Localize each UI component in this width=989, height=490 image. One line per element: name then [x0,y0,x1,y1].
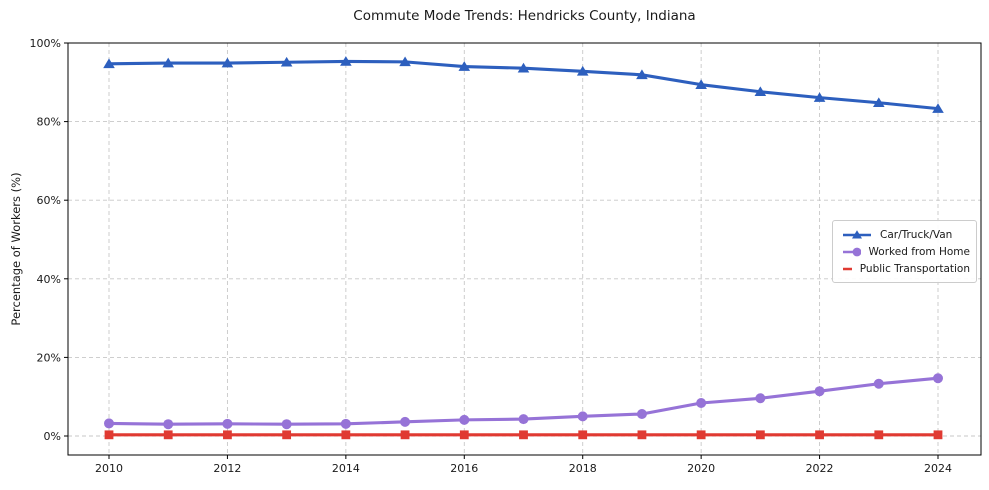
data-point-triangle [872,97,885,108]
data-point-triangle [458,61,471,71]
x-tick-label-2012: 2012 [213,462,241,475]
y-tick-label-20: 20% [37,351,61,364]
series-public-transportation [104,430,943,440]
data-point-square [282,430,292,440]
data-point-circle [222,418,233,429]
data-point-circle [459,414,470,425]
data-point-square [696,430,706,440]
square-icon [843,267,852,270]
data-point-circle [163,419,174,430]
data-point-circle [577,411,588,422]
data-point-square [637,430,647,440]
data-point-triangle [399,56,411,67]
data-point-triangle [103,58,115,69]
legend-item-worked-from-home: Worked from Home [842,243,970,260]
data-point-circle [755,393,766,404]
data-point-triangle [162,57,175,68]
data-point-square [755,430,765,440]
data-point-triangle [754,86,767,97]
data-point-triangle [340,56,352,66]
data-point-circle [696,397,707,408]
data-point-triangle [517,62,530,73]
legend-label: Public Transportation [859,262,970,275]
data-point-square [400,430,410,440]
x-tick-label-2022: 2022 [806,462,834,475]
data-point-circle [340,418,351,429]
y-tick-label-100: 100% [30,37,61,50]
x-tick-label-2024: 2024 [924,462,952,475]
data-point-square [815,430,824,440]
data-point-triangle [576,65,589,76]
data-point-square [459,430,469,440]
chart-title: Commute Mode Trends: Hendricks County, I… [353,8,696,24]
x-tick-label-2020: 2020 [687,462,715,475]
x-tick-label-2016: 2016 [450,462,478,475]
data-point-circle [400,416,411,427]
data-point-square [163,430,173,440]
y-tick-label-80: 80% [37,116,61,129]
triangle-up-icon [843,229,871,238]
x-tick-label-2014: 2014 [332,462,360,475]
legend-label: Car/Truck/Van [880,228,953,241]
axes-frame [67,42,982,456]
legend: Car/Truck/Van Worked from Home Public Tran… [832,220,977,283]
data-point-circle [104,418,114,429]
y-tick-label-40: 40% [37,273,61,286]
legend-item-car-truck-van: Car/Truck/Van [842,226,970,243]
data-point-square [874,430,884,440]
data-point-circle [281,419,292,430]
data-point-square [519,430,528,440]
data-point-square [341,430,351,440]
series-worked-from-home [104,373,943,430]
data-point-triangle [280,56,293,67]
data-point-circle [873,378,884,389]
data-point-circle [933,373,943,384]
data-point-square [578,430,588,440]
data-point-square [104,430,114,440]
data-point-triangle [221,57,234,68]
data-point-triangle [932,103,944,113]
circle-icon [843,247,861,256]
data-point-square [223,430,232,440]
data-point-circle [518,414,529,425]
x-tick-label-2018: 2018 [569,462,597,475]
y-tick-label-60: 60% [37,194,61,207]
data-point-triangle [636,69,648,80]
data-point-triangle [695,79,707,89]
legend-label: Worked from Home [868,245,970,258]
data-point-square [933,430,943,440]
data-point-triangle [813,92,826,102]
x-tick-label-2010: 2010 [95,462,123,475]
data-point-circle [814,386,825,397]
data-point-circle [636,408,647,419]
y-tick-label-0: 0% [44,430,61,443]
series-car-truck-van [103,56,944,113]
legend-item-public-transportation: Public Transportation [842,260,970,277]
